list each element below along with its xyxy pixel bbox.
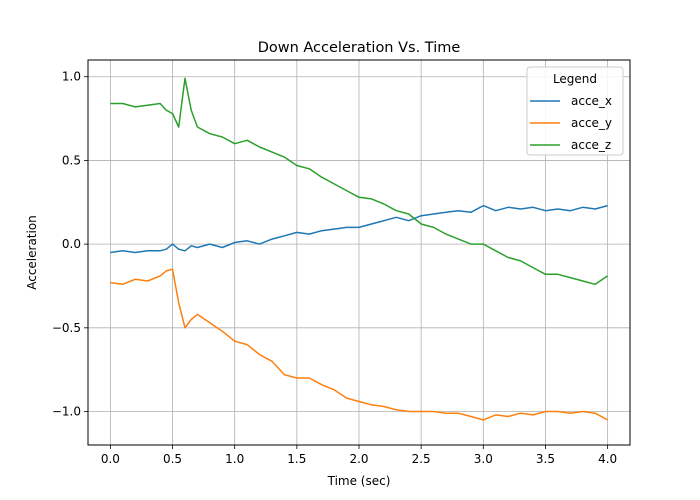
legend: Legend acce_x acce_y acce_z — [526, 66, 624, 156]
x-axis-label: Time (sec) — [327, 474, 391, 488]
legend-items: acce_x acce_y acce_z — [530, 94, 612, 152]
series-line-acce-x — [110, 204, 608, 254]
series-line-acce-y — [110, 268, 608, 421]
x-tick-label: 2.5 — [412, 452, 431, 466]
x-tick-label: 2.0 — [349, 452, 368, 466]
y-tick-label: 0.0 — [62, 237, 81, 251]
x-tick-label: 3.0 — [474, 452, 493, 466]
legend-label-acce-x: acce_x — [571, 94, 612, 108]
x-tick-label: 0.0 — [101, 452, 120, 466]
y-tick-label: −1.0 — [52, 405, 81, 419]
series-line-acce-z — [110, 77, 609, 286]
y-tick-label: −0.5 — [52, 321, 81, 335]
y-tick-label: 0.5 — [62, 153, 81, 167]
legend-box — [526, 66, 624, 156]
legend-title: Legend — [553, 72, 597, 86]
x-tick-label: 1.0 — [225, 452, 244, 466]
y-tick-label: 1.0 — [62, 70, 81, 84]
chart-title: Down Acceleration Vs. Time — [258, 40, 461, 56]
x-tick-label: 0.5 — [163, 452, 182, 466]
x-tick-label: 3.5 — [536, 452, 555, 466]
legend-label-acce-z: acce_z — [571, 138, 611, 152]
axis-ticks: 0.0 0.5 1.0 1.5 2.0 2.5 3.0 3.5 4.0 −1.0 −0.5 0.0 0.… — [52, 70, 617, 466]
x-tick-label: 1.5 — [287, 452, 306, 466]
legend-label-acce-y: acce_y — [571, 116, 612, 130]
series-lines — [110, 77, 609, 421]
y-axis-label: Acceleration — [25, 215, 39, 290]
x-tick-label: 4.0 — [598, 452, 617, 466]
